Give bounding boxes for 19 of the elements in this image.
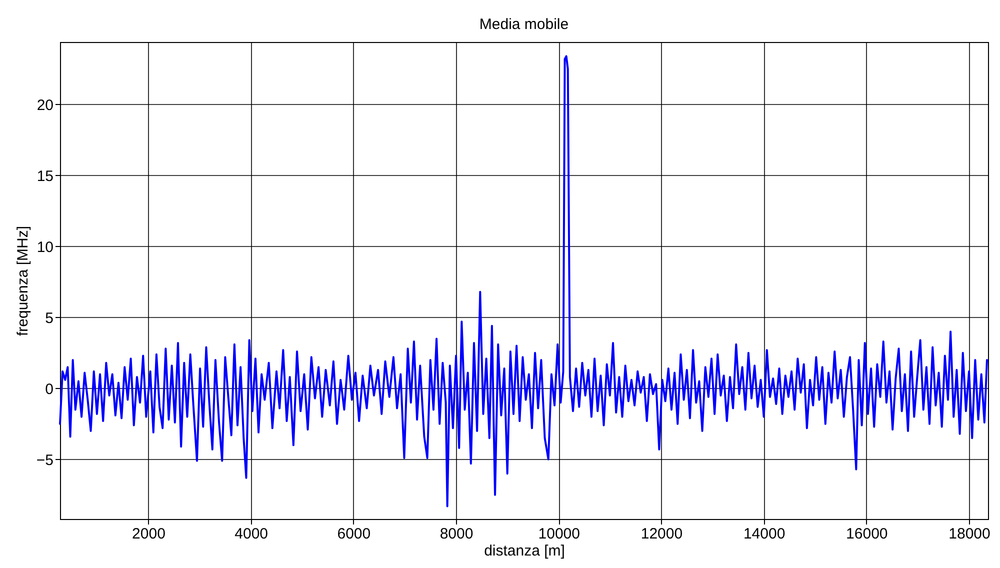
y-tick-label: −5 xyxy=(36,452,54,469)
x-tick-label: 6000 xyxy=(337,526,371,542)
y-tick-label: 5 xyxy=(45,310,54,327)
x-tick-label: 12000 xyxy=(640,526,683,542)
x-axis-title: distanza [m] xyxy=(484,542,565,560)
y-axis-title: frequenza [MHz] xyxy=(14,226,32,336)
x-tick-label: 18000 xyxy=(948,526,990,542)
chart-title: Media mobile xyxy=(479,16,569,33)
y-tick-label: 0 xyxy=(45,380,54,398)
y-tick-label: 10 xyxy=(36,238,54,256)
x-tick-label: 16000 xyxy=(846,526,888,542)
x-tick-label: 10000 xyxy=(538,526,580,542)
x-tick-label: 2000 xyxy=(132,526,166,542)
x-tick-label: 14000 xyxy=(743,526,786,542)
x-tick-label: 8000 xyxy=(440,526,474,542)
x-tick-label: 4000 xyxy=(234,526,268,542)
y-tick-label: 15 xyxy=(36,168,54,185)
y-tick-label: 20 xyxy=(36,96,54,114)
line-series xyxy=(59,55,988,508)
